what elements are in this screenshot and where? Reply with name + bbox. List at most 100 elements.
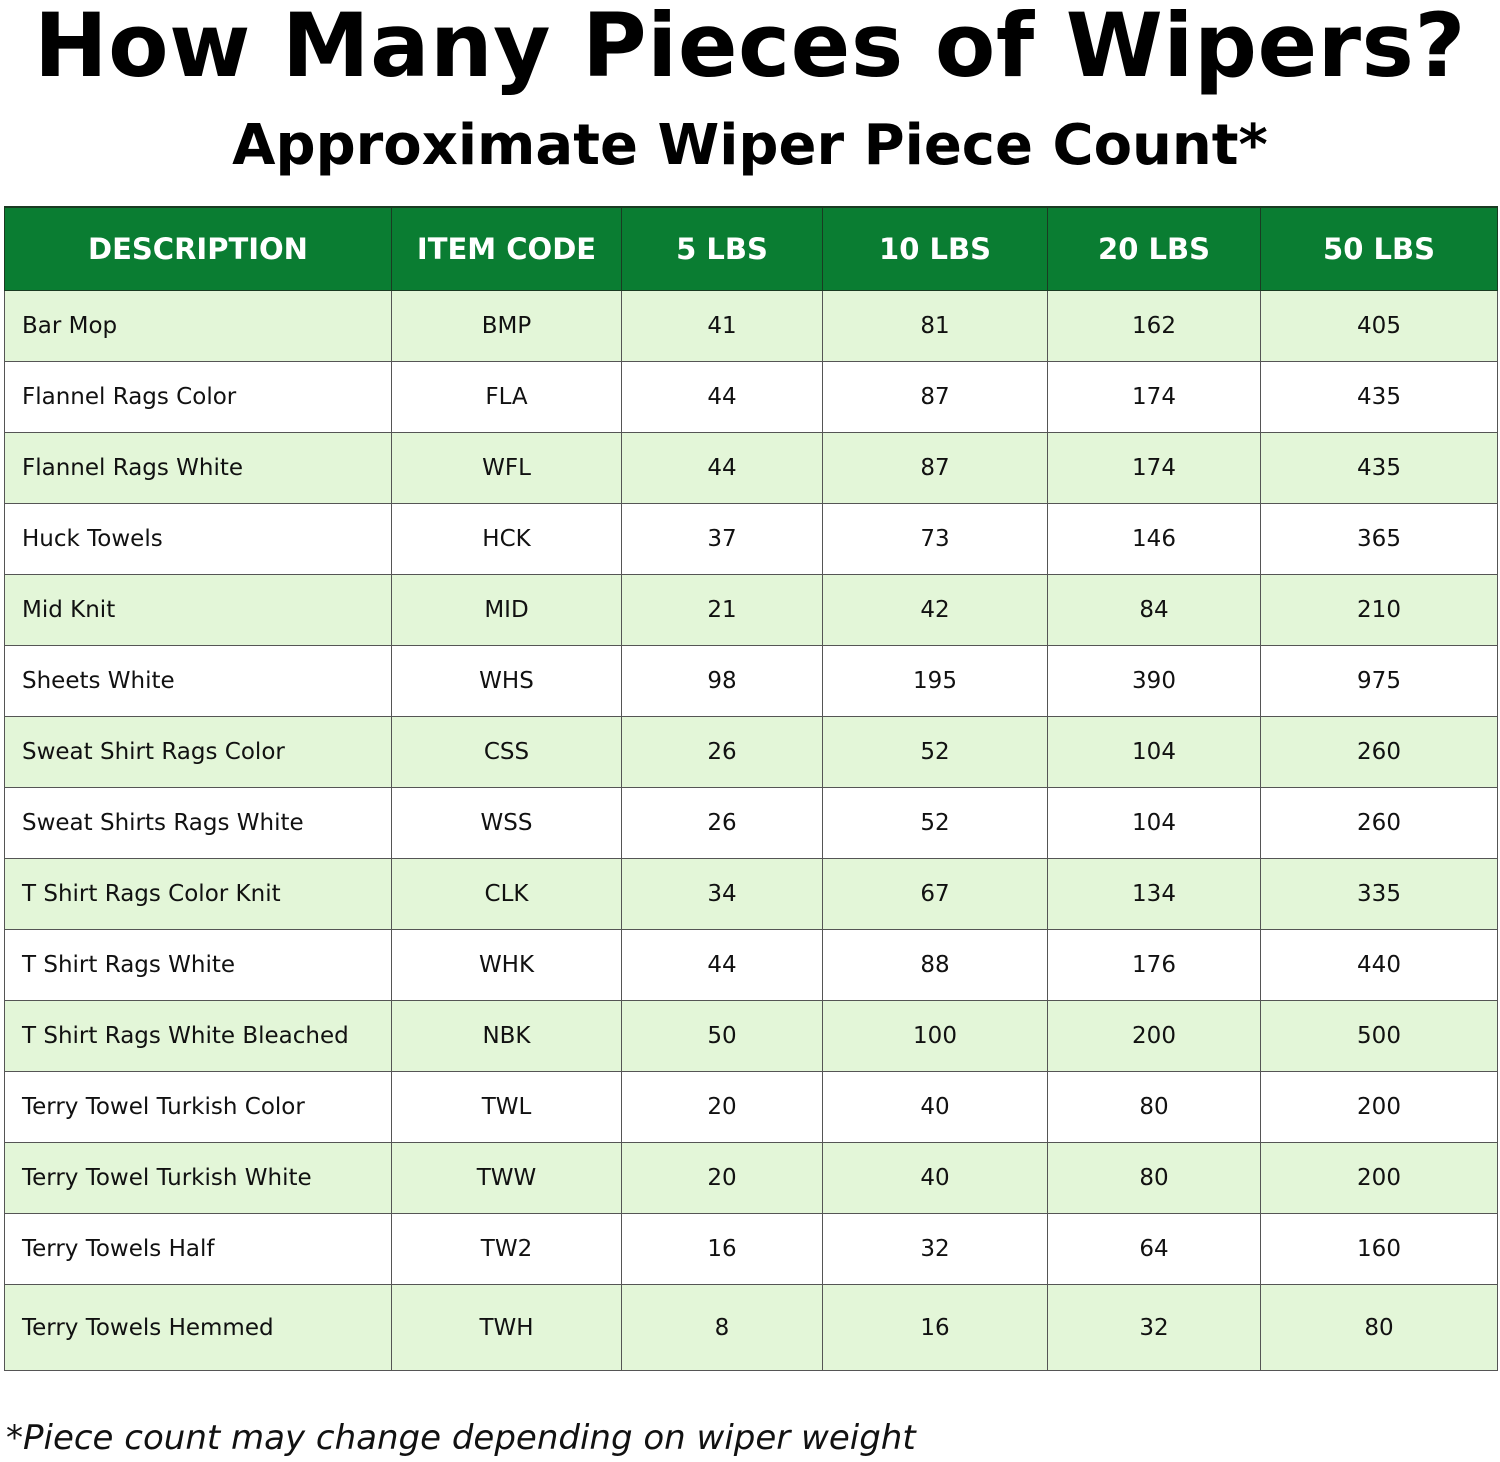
cell-20-lbs: 104 [1047, 716, 1261, 788]
table-row: Bar Mop BMP 41 81 162 405 [4, 290, 1498, 362]
cell-description: Flannel Rags White [4, 432, 392, 504]
footnote: *Piece count may change depending on wip… [6, 1418, 916, 1458]
cell-20-lbs: 84 [1047, 574, 1261, 646]
table-row: Terry Towel Turkish Color TWL 20 40 80 200 [4, 1071, 1498, 1143]
cell-description: Sheets White [4, 645, 392, 717]
cell-20-lbs: 162 [1047, 290, 1261, 362]
table-body: Bar Mop BMP 41 81 162 405 Flannel Rags Color FL… [4, 290, 1498, 1371]
wiper-piece-count-table: DESCRIPTION ITEM CODE 5 LBS 10 LBS 20 LB… [4, 206, 1498, 1371]
cell-20-lbs: 174 [1047, 361, 1261, 433]
cell-item-code: TW2 [391, 1213, 622, 1285]
cell-5-lbs: 26 [621, 716, 823, 788]
cell-20-lbs: 200 [1047, 1000, 1261, 1072]
table-row: T Shirt Rags White Bleached NBK 50 100 200 50… [4, 1000, 1498, 1072]
cell-description: T Shirt Rags White Bleached [4, 1000, 392, 1072]
cell-item-code: BMP [391, 290, 622, 362]
cell-item-code: WHS [391, 645, 622, 717]
table-row: Sweat Shirts Rags White WSS 26 52 104 260 [4, 787, 1498, 859]
cell-item-code: FLA [391, 361, 622, 433]
cell-10-lbs: 52 [822, 787, 1048, 859]
cell-description: Mid Knit [4, 574, 392, 646]
cell-20-lbs: 390 [1047, 645, 1261, 717]
cell-50-lbs: 365 [1260, 503, 1498, 575]
header-50-lbs: 50 LBS [1260, 206, 1498, 291]
cell-10-lbs: 52 [822, 716, 1048, 788]
cell-description: Huck Towels [4, 503, 392, 575]
cell-20-lbs: 174 [1047, 432, 1261, 504]
cell-5-lbs: 26 [621, 787, 823, 859]
cell-item-code: TWH [391, 1284, 622, 1371]
cell-10-lbs: 100 [822, 1000, 1048, 1072]
header-10-lbs: 10 LBS [822, 206, 1048, 291]
cell-5-lbs: 41 [621, 290, 823, 362]
cell-20-lbs: 80 [1047, 1071, 1261, 1143]
cell-description: Sweat Shirt Rags Color [4, 716, 392, 788]
cell-5-lbs: 20 [621, 1071, 823, 1143]
table-row: Terry Towels Half TW2 16 32 64 160 [4, 1213, 1498, 1285]
cell-20-lbs: 176 [1047, 929, 1261, 1001]
cell-50-lbs: 200 [1260, 1071, 1498, 1143]
table-row: Flannel Rags Color FLA 44 87 174 435 [4, 361, 1498, 433]
cell-5-lbs: 8 [621, 1284, 823, 1371]
cell-description: Bar Mop [4, 290, 392, 362]
cell-5-lbs: 20 [621, 1142, 823, 1214]
cell-50-lbs: 405 [1260, 290, 1498, 362]
cell-5-lbs: 37 [621, 503, 823, 575]
table-row: Mid Knit MID 21 42 84 210 [4, 574, 1498, 646]
cell-item-code: CSS [391, 716, 622, 788]
cell-10-lbs: 87 [822, 432, 1048, 504]
cell-50-lbs: 500 [1260, 1000, 1498, 1072]
cell-10-lbs: 87 [822, 361, 1048, 433]
cell-5-lbs: 50 [621, 1000, 823, 1072]
cell-description: T Shirt Rags Color Knit [4, 858, 392, 930]
header-item-code: ITEM CODE [391, 206, 622, 291]
cell-50-lbs: 335 [1260, 858, 1498, 930]
cell-50-lbs: 80 [1260, 1284, 1498, 1371]
cell-10-lbs: 40 [822, 1142, 1048, 1214]
table-row: T Shirt Rags White WHK 44 88 176 440 [4, 929, 1498, 1001]
cell-5-lbs: 21 [621, 574, 823, 646]
cell-10-lbs: 42 [822, 574, 1048, 646]
table-row: Terry Towel Turkish White TWW 20 40 80 200 [4, 1142, 1498, 1214]
cell-description: T Shirt Rags White [4, 929, 392, 1001]
cell-description: Terry Towels Hemmed [4, 1284, 392, 1371]
table-row: T Shirt Rags Color Knit CLK 34 67 134 335 [4, 858, 1498, 930]
cell-20-lbs: 80 [1047, 1142, 1261, 1214]
cell-10-lbs: 195 [822, 645, 1048, 717]
cell-50-lbs: 260 [1260, 716, 1498, 788]
cell-50-lbs: 975 [1260, 645, 1498, 717]
cell-item-code: TWL [391, 1071, 622, 1143]
cell-50-lbs: 435 [1260, 432, 1498, 504]
header-description: DESCRIPTION [4, 206, 392, 291]
cell-description: Terry Towel Turkish Color [4, 1071, 392, 1143]
cell-item-code: MID [391, 574, 622, 646]
cell-20-lbs: 104 [1047, 787, 1261, 859]
cell-item-code: WFL [391, 432, 622, 504]
cell-20-lbs: 146 [1047, 503, 1261, 575]
header-20-lbs: 20 LBS [1047, 206, 1261, 291]
cell-10-lbs: 73 [822, 503, 1048, 575]
cell-item-code: TWW [391, 1142, 622, 1214]
cell-item-code: HCK [391, 503, 622, 575]
cell-10-lbs: 16 [822, 1284, 1048, 1371]
cell-5-lbs: 44 [621, 361, 823, 433]
page-subtitle: Approximate Wiper Piece Count* [232, 113, 1268, 178]
cell-5-lbs: 98 [621, 645, 823, 717]
table-header-row: DESCRIPTION ITEM CODE 5 LBS 10 LBS 20 LB… [4, 206, 1498, 291]
table-row: Sweat Shirt Rags Color CSS 26 52 104 260 [4, 716, 1498, 788]
cell-description: Terry Towels Half [4, 1213, 392, 1285]
cell-10-lbs: 67 [822, 858, 1048, 930]
cell-50-lbs: 260 [1260, 787, 1498, 859]
cell-10-lbs: 88 [822, 929, 1048, 1001]
cell-10-lbs: 40 [822, 1071, 1048, 1143]
page-title: How Many Pieces of Wipers? [34, 0, 1466, 97]
cell-item-code: CLK [391, 858, 622, 930]
cell-item-code: WHK [391, 929, 622, 1001]
cell-50-lbs: 160 [1260, 1213, 1498, 1285]
cell-description: Terry Towel Turkish White [4, 1142, 392, 1214]
cell-10-lbs: 81 [822, 290, 1048, 362]
cell-10-lbs: 32 [822, 1213, 1048, 1285]
cell-description: Sweat Shirts Rags White [4, 787, 392, 859]
table-row: Huck Towels HCK 37 73 146 365 [4, 503, 1498, 575]
cell-20-lbs: 134 [1047, 858, 1261, 930]
